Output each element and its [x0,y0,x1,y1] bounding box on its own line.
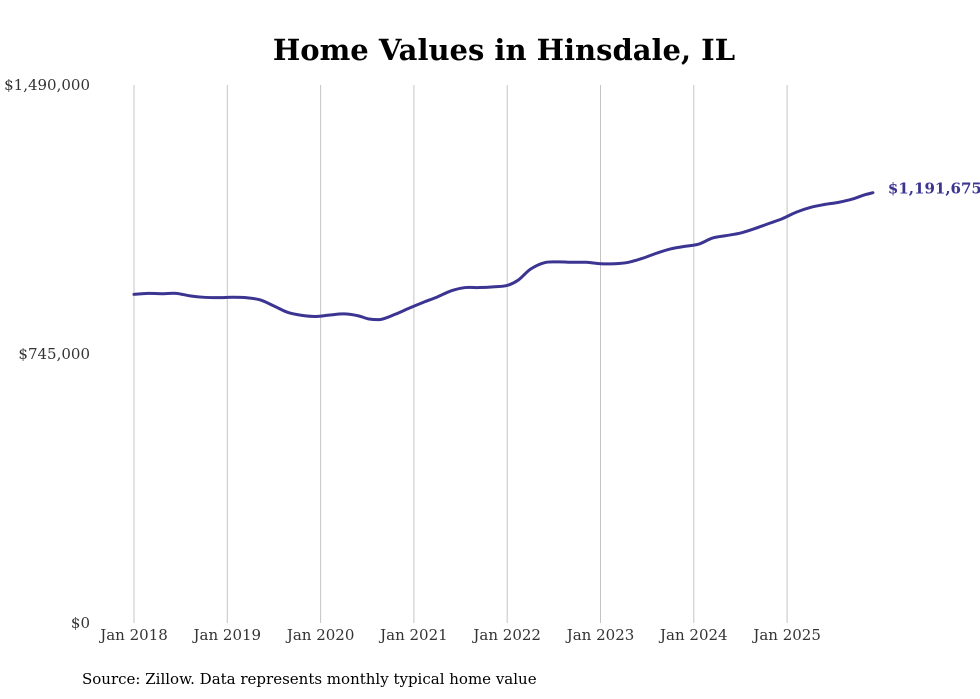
x-axis-tick-labels: Jan 2018 Jan 2019 Jan 2020 Jan 2021 Jan 2022… [98,626,821,644]
x-tick-label: Jan 2019 [192,626,262,644]
y-tick-label: $1,490,000 [4,76,90,94]
series-layer: $1,191,675 [132,180,980,322]
chart-title: Home Values in Hinsdale, IL [273,33,735,67]
vertical-gridlines [133,85,788,623]
series-line-home-value [132,191,875,322]
x-tick-label: Jan 2020 [285,626,355,644]
x-tick-label: Jan 2023 [565,626,635,644]
y-tick-label: $745,000 [18,345,90,363]
x-tick-label: Jan 2021 [378,626,448,644]
x-tick-label: Jan 2025 [751,626,821,644]
y-axis-tick-labels: $0 $745,000 $1,490,000 [4,76,90,632]
x-tick-label: Jan 2022 [471,626,541,644]
source-note: Source: Zillow. Data represents monthly … [82,670,537,688]
x-tick-label: Jan 2018 [98,626,168,644]
x-tick-label: Jan 2024 [658,626,728,644]
end-value-label: $1,191,675 [888,180,980,198]
y-tick-label: $0 [71,614,90,632]
